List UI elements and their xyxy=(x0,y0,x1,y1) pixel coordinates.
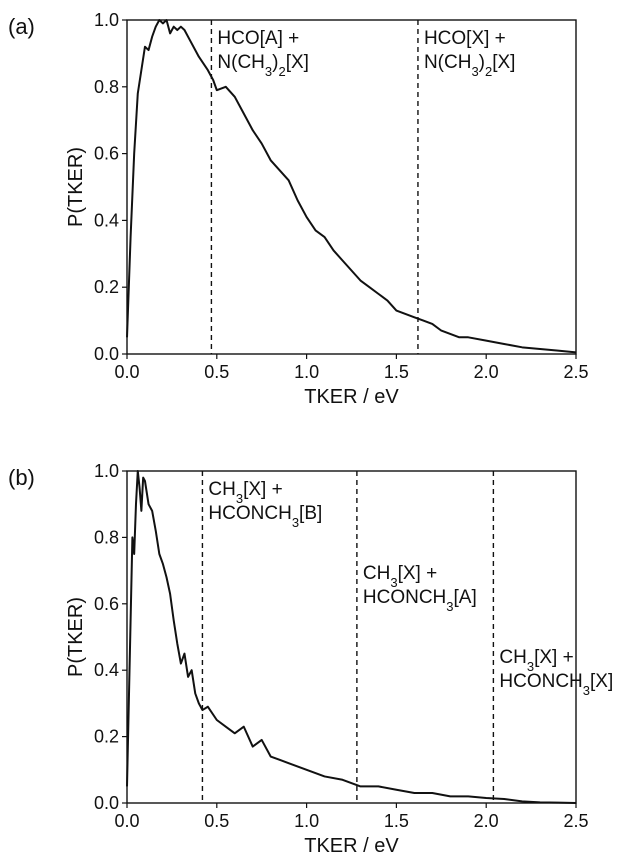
y-tick-label: 0.0 xyxy=(94,793,119,813)
y-axis-label: P(TKER) xyxy=(65,147,87,227)
text-part: [X] xyxy=(492,52,515,73)
annotation-text: CH3[X] + xyxy=(208,479,282,506)
text-part: HCO[X] + xyxy=(424,28,506,49)
y-tick-label: 0.8 xyxy=(94,527,119,547)
subscript: 3 xyxy=(583,683,590,698)
text-part: N(CH xyxy=(424,52,472,73)
text-part: [A] xyxy=(454,587,477,608)
x-tick-label: 1.5 xyxy=(384,811,409,831)
x-tick-label: 0.5 xyxy=(204,811,229,831)
y-axis-label: P(TKER) xyxy=(65,597,87,677)
annotation-text: HCONCH3[X] xyxy=(499,671,613,698)
panel: (b) 0.0 0.5 1.0 1.5 2.0 2.5 0.0 0.2 0.4 0.6 0.8 1.0 T… xyxy=(8,461,613,857)
x-tick-label: 2.5 xyxy=(563,362,588,382)
annotation-text: HCONCH3[B] xyxy=(208,503,322,530)
text-part: [B] xyxy=(299,503,322,524)
x-axis-label: TKER / eV xyxy=(304,835,399,857)
text-part: HCO[A] + xyxy=(217,28,299,49)
subscript: 3 xyxy=(390,575,397,590)
data-line xyxy=(126,470,577,804)
subscript: 3 xyxy=(471,64,478,79)
y-tick-label: 0.6 xyxy=(94,594,119,614)
text-part: CH xyxy=(499,647,526,668)
plot-frame xyxy=(126,19,577,355)
annotation-text: N(CH3)2[X] xyxy=(424,52,516,79)
text-part: [X] xyxy=(590,671,613,692)
x-tick-label: 1.0 xyxy=(294,362,319,382)
panel-label: (a) xyxy=(8,14,35,39)
annotation-text: HCONCH3[A] xyxy=(363,587,477,614)
x-tick-label: 0.5 xyxy=(204,362,229,382)
y-tick-label: 0.2 xyxy=(94,277,119,297)
y-tick-label: 0.8 xyxy=(94,77,119,97)
x-axis-label: TKER / eV xyxy=(304,386,399,408)
annotation-text: HCO[A] + xyxy=(217,28,299,49)
subscript: 2 xyxy=(485,64,492,79)
text-part: ) xyxy=(272,52,278,73)
text-part: CH xyxy=(208,479,235,500)
panel: (a) 0.0 0.5 1.0 1.5 2.0 2.5 0.0 0.2 0.4 0.6 0.8 1.0 T… xyxy=(8,10,589,408)
x-tick-label: 2.0 xyxy=(474,811,499,831)
subscript: 3 xyxy=(527,659,534,674)
text-part: HCONCH xyxy=(499,671,582,692)
text-part: [X] + xyxy=(243,479,283,500)
text-part: HCONCH xyxy=(363,587,446,608)
y-tick-label: 0.0 xyxy=(94,344,119,364)
annotation-text: CH3[X] + xyxy=(499,647,573,674)
text-part: [X] + xyxy=(534,647,574,668)
annotation-text: CH3[X] + xyxy=(363,563,437,590)
plot-frame xyxy=(126,470,577,804)
text-part: HCONCH xyxy=(208,503,291,524)
x-tick-label: 2.0 xyxy=(474,362,499,382)
y-tick-label: 0.6 xyxy=(94,144,119,164)
text-part: CH xyxy=(363,563,390,584)
x-tick-label: 0.0 xyxy=(114,811,139,831)
text-part: N(CH xyxy=(217,52,264,73)
y-tick-label: 0.2 xyxy=(94,727,119,747)
subscript: 3 xyxy=(236,491,243,506)
annotation-text: N(CH3)2[X] xyxy=(217,52,309,79)
text-part: ) xyxy=(479,52,485,73)
x-tick-label: 1.5 xyxy=(384,362,409,382)
annotation-text: HCO[X] + xyxy=(424,28,506,49)
x-tick-label: 2.5 xyxy=(563,811,588,831)
subscript: 3 xyxy=(292,515,299,530)
text-part: [X] xyxy=(286,52,309,73)
x-tick-label: 0.0 xyxy=(114,362,139,382)
panel-label: (b) xyxy=(8,465,35,490)
y-tick-label: 1.0 xyxy=(94,461,119,481)
subscript: 3 xyxy=(446,599,453,614)
y-tick-label: 0.4 xyxy=(94,210,119,230)
y-tick-label: 1.0 xyxy=(94,10,119,30)
data-line xyxy=(126,19,577,354)
text-part: [X] + xyxy=(398,563,438,584)
subscript: 2 xyxy=(278,64,285,79)
subscript: 3 xyxy=(265,64,272,79)
x-tick-label: 1.0 xyxy=(294,811,319,831)
y-tick-label: 0.4 xyxy=(94,660,119,680)
